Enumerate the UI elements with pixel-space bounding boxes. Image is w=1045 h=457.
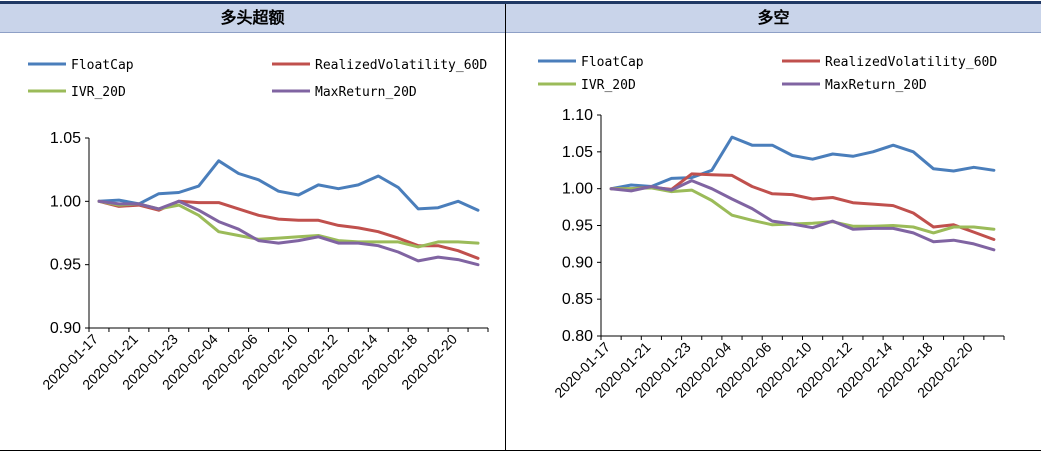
legend-label: MaxReturn_20D — [825, 78, 927, 93]
bottom-rule — [0, 450, 1041, 451]
series-line — [609, 186, 996, 235]
y-tick-label: 1.05 — [50, 130, 81, 147]
legend-label: MaxReturn_20D — [315, 85, 417, 100]
chart-panel-long-excess: 多头超额 FloatCap RealizedVolatility_60D IVR_2… — [0, 4, 506, 450]
chart-panel-long-short: 多空 FloatCap RealizedVolatility_60D IVR_20D… — [506, 4, 1041, 450]
series-line — [97, 199, 480, 267]
legend-label: RealizedVolatility_60D — [825, 55, 997, 70]
line-chart-long-short: FloatCap RealizedVolatility_60D IVR_20D Max… — [538, 55, 1005, 401]
y-tick-label: 1.10 — [562, 107, 593, 124]
top-rule — [0, 1, 1041, 4]
y-tick-label: 1.00 — [562, 181, 593, 198]
series-line — [609, 172, 996, 241]
y-tick-label: 0.95 — [50, 257, 81, 274]
legend-label: FloatCap — [71, 58, 134, 73]
chart-title: 多头超额 — [0, 4, 505, 33]
series-line — [609, 179, 996, 252]
y-tick-label: 1.05 — [562, 144, 593, 161]
line-chart-long-excess: FloatCap RealizedVolatility_60D IVR_20D Max… — [28, 58, 489, 393]
legend-label: FloatCap — [581, 55, 644, 70]
y-tick-label: 0.85 — [562, 291, 593, 308]
y-tick-label: 0.90 — [50, 320, 81, 337]
legend-label: RealizedVolatility_60D — [315, 58, 487, 73]
series-line — [609, 135, 996, 191]
y-tick-label: 0.95 — [562, 218, 593, 235]
y-tick-label: 0.90 — [562, 254, 593, 271]
chart-title: 多空 — [506, 4, 1041, 33]
y-tick-label: 1.00 — [50, 193, 81, 210]
y-tick-label: 0.80 — [562, 328, 593, 345]
legend-label: IVR_20D — [581, 78, 636, 93]
series-line — [97, 159, 480, 212]
legend-label: IVR_20D — [71, 85, 126, 100]
